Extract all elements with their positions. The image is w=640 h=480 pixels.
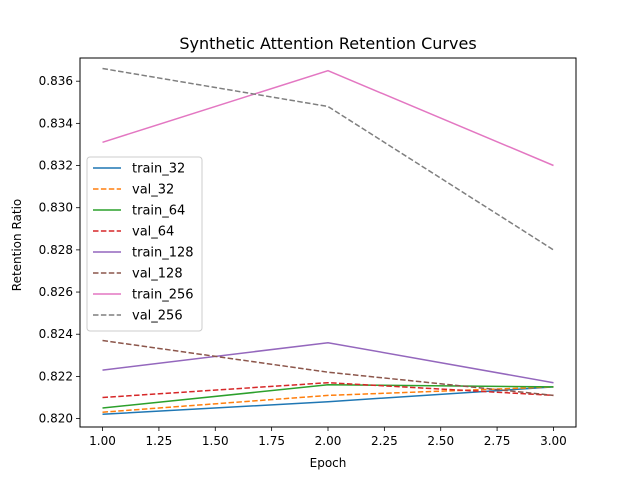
series-line-val-64 (102, 381, 554, 399)
x-axis-label: Epoch (310, 456, 347, 470)
y-axis: 0.820 0.822 0.824 0.826 0.828 0.830 0.832 0.834… (39, 74, 80, 426)
x-tick-label: 1.25 (146, 434, 173, 448)
legend-box (86, 156, 203, 332)
y-tick-label: 0.820 (39, 412, 73, 426)
legend-label-train-128: train_128 (132, 246, 194, 261)
x-tick-label: 1.75 (258, 434, 285, 448)
y-tick-label: 0.822 (39, 369, 73, 383)
series-line-val-128 (102, 339, 554, 397)
legend-label-val-256: val_256 (132, 309, 183, 324)
x-tick-label: 2.75 (484, 434, 511, 448)
x-tick-label: 2.00 (315, 434, 342, 448)
series-line-train-256 (102, 69, 554, 167)
y-tick-label: 0.830 (39, 201, 73, 215)
y-tick-label: 0.828 (39, 243, 73, 257)
x-axis: 1.00 1.25 1.50 1.75 2.00 2.25 2.50 2.75 3.00 (89, 427, 567, 448)
y-tick-label: 0.836 (39, 74, 73, 88)
x-tick-label: 1.50 (202, 434, 229, 448)
y-tick-label: 0.832 (39, 159, 73, 173)
legend-label-val-64: val_64 (132, 225, 174, 240)
x-tick-label: 2.25 (371, 434, 398, 448)
legend-label-val-32: val_32 (132, 183, 174, 198)
series-line-val-32 (102, 386, 554, 413)
x-tick-label: 3.00 (540, 434, 567, 448)
y-tick-label: 0.824 (39, 327, 73, 341)
series-line-train-64 (102, 384, 554, 409)
y-axis-label: Retention Ratio (10, 199, 24, 291)
legend-label-train-32: train_32 (132, 162, 185, 177)
legend-label-train-256: train_256 (132, 288, 194, 303)
y-tick-label: 0.834 (39, 116, 73, 130)
legend: train_32 val_32 train_64 val_64 train_128val… (86, 156, 203, 332)
plot-series-group (102, 67, 554, 416)
y-tick-label: 0.826 (39, 285, 73, 299)
series-line-val-256 (102, 67, 554, 251)
x-tick-label: 1.00 (89, 434, 116, 448)
chart-title: Synthetic Attention Retention Curves (179, 34, 476, 53)
legend-label-val-128: val_128 (132, 267, 183, 282)
series-line-train-128 (102, 341, 554, 384)
legend-label-train-64: train_64 (132, 204, 185, 219)
x-tick-label: 2.50 (427, 434, 454, 448)
